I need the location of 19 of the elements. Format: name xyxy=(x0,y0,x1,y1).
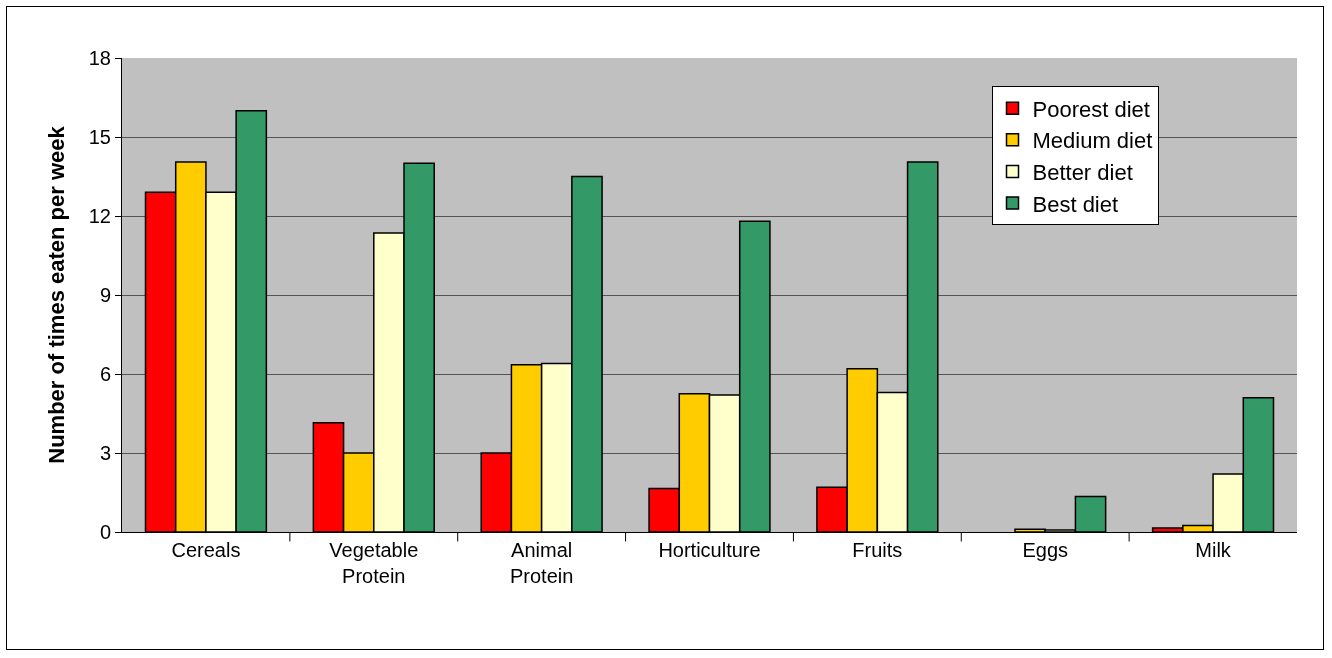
y-tick-label: 18 xyxy=(88,47,111,69)
y-tick-label: 9 xyxy=(99,284,111,306)
y-tick-label: 15 xyxy=(88,126,111,148)
y-tick-label: 0 xyxy=(99,521,111,543)
legend-label: Better diet xyxy=(1032,160,1133,186)
x-tick-label: Animal Protein xyxy=(509,539,574,587)
legend-label: Best diet xyxy=(1032,191,1119,217)
x-tick-label: Vegetable Protein xyxy=(329,539,419,587)
legend-label: Poorest diet xyxy=(1032,96,1150,122)
x-tick-label: Horticulture xyxy=(658,539,761,561)
y-tick-label: 6 xyxy=(99,363,111,385)
x-tick-label: Cereals xyxy=(171,539,241,561)
y-tick-label: 12 xyxy=(88,205,111,227)
x-tick-label: Fruits xyxy=(852,539,903,561)
x-tick-label: Eggs xyxy=(1022,539,1069,561)
y-tick-label: 3 xyxy=(99,442,111,464)
x-tick-label: Milk xyxy=(1195,539,1232,561)
y-axis-title: Number of times eaten per week xyxy=(43,125,69,464)
legend-label: Medium diet xyxy=(1032,128,1153,154)
